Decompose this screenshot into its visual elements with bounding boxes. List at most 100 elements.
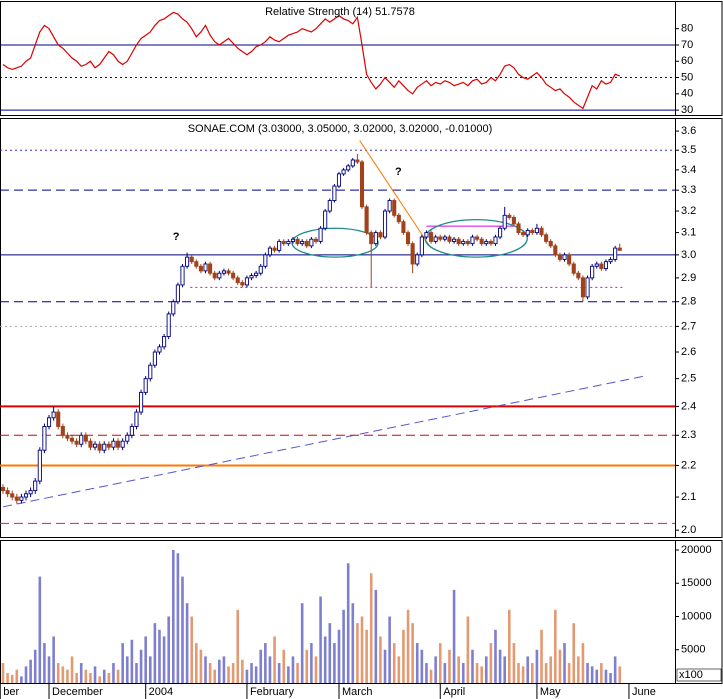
candle-body (336, 173, 342, 187)
candle-body (74, 440, 79, 445)
candle-body (452, 238, 457, 242)
volume-bar (24, 666, 28, 683)
candle-body (263, 254, 268, 267)
volume-bar (287, 666, 290, 683)
annotation: ? (173, 231, 180, 243)
candle-body (267, 247, 273, 256)
volume-bar (443, 663, 447, 683)
volume-bar (567, 663, 571, 683)
volume-bar (176, 553, 180, 683)
volume-bar (222, 656, 226, 683)
candle-body (51, 411, 56, 419)
volume-bar (613, 656, 617, 683)
candle-body (617, 247, 622, 251)
candle-body (148, 364, 153, 380)
candle-body (134, 411, 139, 427)
candle-body (410, 243, 415, 265)
candle-body (281, 240, 286, 245)
candle-body (198, 265, 203, 272)
candle-body (46, 417, 52, 427)
volume-bar (227, 666, 230, 683)
volume-bar (531, 663, 534, 683)
volume-bar (595, 669, 599, 683)
candle-body (28, 490, 33, 495)
volume-bar (383, 649, 387, 683)
y-tick-label: 3.3 (681, 184, 696, 196)
candle-body (175, 284, 180, 303)
volume-bar (130, 639, 134, 683)
candle-body (244, 277, 249, 286)
candle-body (69, 437, 75, 442)
panel-frame (0, 1, 723, 116)
volume-bar (402, 629, 405, 683)
candle-body (594, 263, 599, 267)
candle-body (539, 227, 544, 236)
volume-bar (466, 616, 470, 683)
y-tick-label: 2.0 (681, 524, 696, 536)
volume-bar (535, 649, 539, 683)
volume-bar (231, 663, 235, 683)
y-tick-label: 3.0 (681, 249, 696, 261)
volume-bar (554, 609, 557, 683)
volume-bar (185, 603, 189, 683)
volume-bar (33, 649, 37, 683)
candle-body (157, 346, 162, 353)
volume-bar (333, 643, 336, 683)
y-tick-label: 2.7 (681, 320, 696, 332)
volume-bar (388, 616, 391, 683)
candle-body (369, 232, 374, 245)
volume-bar (581, 643, 585, 683)
volume-bar (461, 663, 465, 683)
volume-bar (66, 669, 69, 683)
candle-body (475, 236, 480, 240)
volume-bar (609, 673, 612, 683)
candle-body (465, 240, 470, 245)
candle-body (498, 227, 503, 238)
volume-bar (236, 609, 240, 683)
candle-body (392, 200, 397, 216)
volume-bar (572, 623, 576, 683)
volume-bar (406, 609, 410, 683)
volume-bar (457, 656, 460, 683)
volume-bar (503, 656, 506, 683)
y-tick-label: 60 (681, 55, 693, 67)
volume-bar (291, 656, 295, 683)
rsi-line (2, 11, 620, 110)
candle-body (295, 238, 300, 245)
candle-body (585, 277, 590, 298)
candle-body (557, 254, 562, 260)
volume-bar (438, 643, 442, 683)
x-tick-label: June (632, 686, 656, 698)
chart-title: Relative Strength (14) 51.7578 (265, 6, 415, 18)
volume-bar (61, 666, 65, 683)
y-tick-label: 2.5 (681, 373, 696, 385)
y-tick-label: 80 (681, 23, 693, 35)
candle-body (396, 214, 401, 223)
highlight-ellipse (291, 227, 379, 258)
y-tick-label: 3.6 (681, 125, 696, 137)
volume-bar (512, 643, 516, 683)
candle-body (102, 443, 107, 451)
candle-body (424, 232, 429, 238)
volume-bar (558, 649, 562, 683)
volume-bar (346, 563, 350, 683)
candle-body (116, 440, 121, 448)
candle-body (277, 240, 282, 251)
candle-body (433, 236, 438, 242)
candle-body (419, 236, 424, 256)
x-tick-label: March (342, 686, 373, 698)
candle-body (318, 227, 323, 242)
volume-bar (153, 623, 157, 683)
candle-body (42, 426, 47, 451)
volume-bar (139, 649, 143, 683)
volume-bar (319, 596, 322, 683)
trend-line (2, 375, 646, 508)
y-tick-label: 10000 (681, 610, 712, 622)
candle-body (608, 258, 613, 263)
volume-bar (29, 659, 32, 683)
volume-bar (84, 669, 88, 683)
candle-body (447, 236, 452, 242)
volume-bar (20, 676, 23, 683)
volume-bar (6, 673, 9, 683)
candle-body (511, 216, 516, 225)
